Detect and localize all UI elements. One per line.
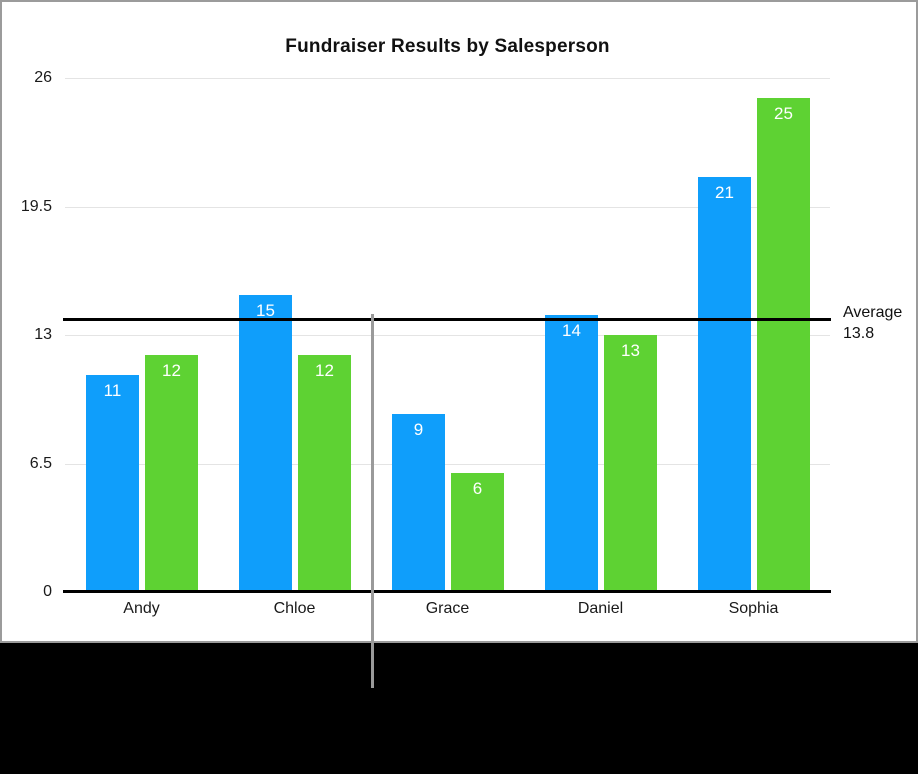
- gridline: [65, 78, 830, 79]
- bar-value-label: 21: [715, 183, 734, 202]
- bar-blue-chloe: 15: [239, 295, 292, 592]
- bar-green-grace: 6: [451, 473, 504, 592]
- chart-figure: Fundraiser Results by Salesperson 0 6.5 13…: [0, 0, 918, 643]
- x-category-label-daniel: Daniel: [577, 600, 624, 617]
- x-axis-line: [63, 590, 831, 593]
- bar-value-label: 15: [256, 301, 275, 320]
- bar-value-label: 9: [413, 420, 424, 439]
- x-category-label-andy: Andy: [123, 600, 160, 617]
- bar-value-label: 6: [472, 479, 483, 498]
- bar-blue-daniel: 14: [545, 315, 598, 592]
- bar-value-label: 12: [162, 361, 181, 380]
- y-tick-label: 13: [34, 326, 52, 343]
- x-category-label-sophia: Sophia: [728, 600, 779, 617]
- x-category-label-grace: Grace: [425, 600, 470, 617]
- bar-value-label: 14: [562, 321, 581, 340]
- bar-blue-sophia: 21: [698, 177, 751, 592]
- vertical-divider-line: [371, 314, 374, 688]
- y-tick-label: 0: [43, 583, 52, 600]
- bar-blue-grace: 9: [392, 414, 445, 592]
- bar-value-label: 11: [103, 381, 122, 400]
- gridline: [65, 335, 830, 336]
- chart-title: Fundraiser Results by Salesperson: [285, 36, 610, 57]
- y-tick-label: 26: [34, 69, 52, 86]
- bar-value-label: 25: [774, 104, 793, 123]
- bar-blue-andy: 11: [86, 375, 139, 592]
- average-label-text: Average: [843, 304, 903, 321]
- bottom-letterbox: [0, 643, 918, 774]
- y-tick-label: 6.5: [29, 455, 52, 472]
- bar-value-label: 12: [315, 361, 334, 380]
- average-line-label: Average 13.8: [843, 302, 902, 344]
- average-value-text: 13.8: [843, 325, 875, 342]
- gridline: [65, 207, 830, 208]
- bar-green-sophia: 25: [757, 98, 810, 592]
- y-tick-label: 19.5: [20, 198, 52, 215]
- bar-green-andy: 12: [145, 355, 198, 592]
- bar-green-chloe: 12: [298, 355, 351, 592]
- bar-value-label: 13: [621, 341, 640, 360]
- bar-green-daniel: 13: [604, 335, 657, 592]
- gridline: [65, 464, 830, 465]
- average-reference-line: [63, 318, 831, 321]
- x-category-label-chloe: Chloe: [273, 600, 316, 617]
